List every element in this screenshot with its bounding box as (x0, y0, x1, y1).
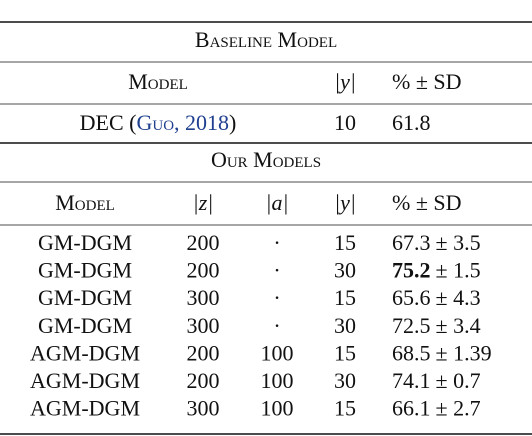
cell: 200 (187, 230, 220, 255)
mean: 68.5 (392, 340, 431, 365)
cell: 200 (187, 340, 220, 365)
sd: ± 0.7 (436, 368, 481, 393)
cell: 15 (334, 230, 356, 255)
cell: GM-DGM (38, 313, 132, 338)
cell: 10 (334, 110, 356, 135)
cell: AGM-DGM (30, 396, 140, 421)
mean: 74.1 (392, 368, 431, 393)
cell: 30 (334, 368, 356, 393)
cell-part: DEC ( (80, 110, 137, 135)
cell: 67.3 ± 3.5 (392, 230, 481, 255)
cell: 200 (187, 258, 220, 283)
sd: ± 3.4 (436, 313, 481, 338)
cell: 30 (334, 258, 356, 283)
column-header: Model (128, 69, 188, 94)
column-header: Model (55, 190, 115, 215)
sd: ± 1.39 (436, 340, 492, 365)
cell: AGM-DGM (30, 340, 140, 365)
cell: 65.6 ± 4.3 (392, 285, 481, 310)
column-header: |y| (334, 69, 356, 94)
section-title: Baseline Model (195, 27, 337, 52)
section-title: Our Models (211, 147, 321, 172)
cell: 15 (334, 396, 356, 421)
column-header: % ± SD (392, 190, 462, 215)
mean: 72.5 (392, 313, 431, 338)
cell: 100 (261, 396, 294, 421)
cell: DEC (Guo, 2018) (80, 110, 237, 135)
cell: 300 (187, 313, 220, 338)
cell: GM-DGM (38, 258, 132, 283)
cell: GM-DGM (38, 230, 132, 255)
cell: · (273, 230, 280, 255)
cell: 30 (334, 313, 356, 338)
sd: ± 3.5 (436, 230, 481, 255)
cell: 100 (261, 340, 294, 365)
sd: ± 2.7 (436, 396, 481, 421)
cell: 300 (187, 396, 220, 421)
column-header: |y| (334, 190, 356, 215)
cell: 300 (187, 285, 220, 310)
cell-part: Guo, 2018 (136, 110, 229, 135)
sd: ± 1.5 (436, 258, 481, 283)
mean: 66.1 (392, 396, 431, 421)
mean: 67.3 (392, 230, 431, 255)
cell: 72.5 ± 3.4 (392, 313, 481, 338)
mean: 75.2 (392, 258, 431, 283)
column-header: |z| (193, 190, 214, 215)
sd: ± 4.3 (436, 285, 481, 310)
cell: AGM-DGM (30, 368, 140, 393)
cell: 68.5 ± 1.39 (392, 340, 492, 365)
mean: 65.6 (392, 285, 431, 310)
cell: 15 (334, 285, 356, 310)
column-header: % ± SD (392, 69, 462, 94)
cell: 15 (334, 340, 356, 365)
cell: 75.2 ± 1.5 (392, 258, 481, 283)
cell: 61.8 (392, 110, 431, 135)
column-header: |a| (265, 190, 288, 215)
cell: 66.1 ± 2.7 (392, 396, 481, 421)
cell: · (273, 258, 280, 283)
cell: 100 (261, 368, 294, 393)
cell: 200 (187, 368, 220, 393)
cell: · (273, 313, 280, 338)
cell-part: ) (229, 110, 236, 135)
cell: GM-DGM (38, 285, 132, 310)
cell: 74.1 ± 0.7 (392, 368, 481, 393)
cell: · (273, 285, 280, 310)
